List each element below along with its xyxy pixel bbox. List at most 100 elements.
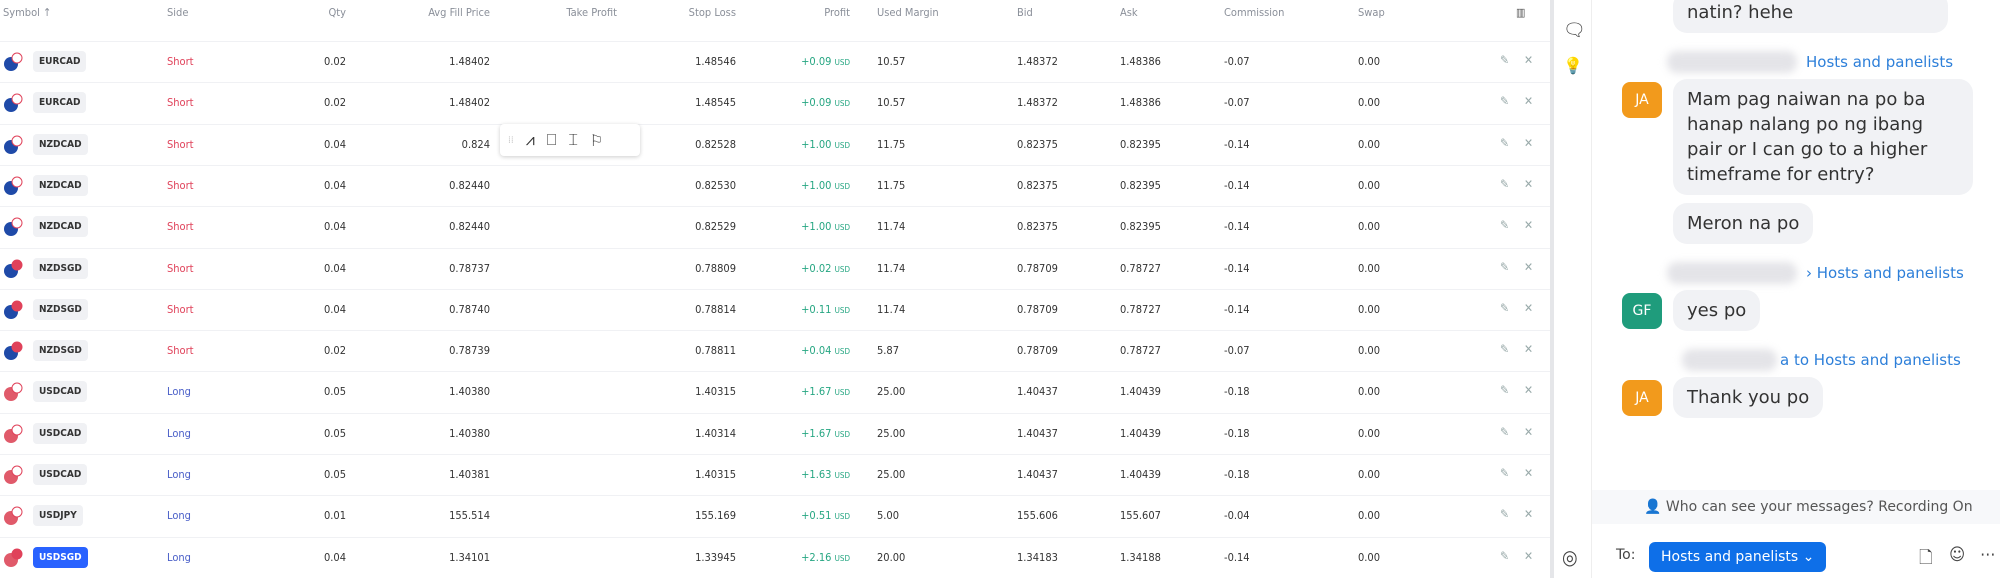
cell-qty: 0.04 [323,178,346,192]
cell-swap: 0.00 [1358,550,1381,564]
header-ask[interactable]: Ask [1120,6,1138,19]
cell-commission: -0.14 [1224,550,1250,564]
header-take-profit[interactable]: Take Profit [566,6,617,19]
table-row[interactable]: NZDCAD Short 0.04 0.82440 0.82530 11.75 0.8237… [0,164,1550,206]
edit-icon[interactable]: ✎ [1500,342,1510,357]
emoji-icon[interactable]: ☺ [1949,545,1965,565]
close-icon[interactable]: ✕ [1524,300,1534,315]
symbol-badge[interactable]: NZDSGD [33,257,88,279]
symbol-badge[interactable]: NZDCAD [33,216,88,238]
message-recipient[interactable]: a to Hosts and panelists [1780,351,1961,369]
table-row[interactable]: NZDSGD Short 0.02 0.78739 0.78811 5.87 0.78709… [0,330,1550,371]
edit-icon[interactable]: ✎ [1500,176,1510,191]
edit-icon[interactable]: ✎ [1500,424,1510,439]
header-commission[interactable]: Commission [1224,6,1285,19]
file-icon[interactable]: 🗋 [1919,548,1933,568]
symbol-badge[interactable]: EURCAD [33,51,87,72]
cell-bid: 1.34183 [1017,550,1058,564]
symbol-badge[interactable]: USDCAD [33,464,88,485]
edit-icon[interactable]: ✎ [1500,507,1510,522]
edit-icon[interactable]: ✎ [1500,53,1510,67]
symbol-badge[interactable]: USDCAD [33,381,88,403]
cell-ask: 1.40439 [1120,468,1161,481]
cell-commission: -0.14 [1224,220,1250,234]
header-stop-loss[interactable]: Stop Loss [688,6,736,19]
header-side[interactable]: Side [167,6,189,19]
table-row[interactable]: USDCAD Long 0.05 1.40380 1.40315 25.00 1.40437… [0,371,1550,412]
table-row[interactable]: USDJPY Long 0.01 155.514 155.169 5.00 155.606 1… [0,495,1550,536]
cell-profit: +0.09 USD [760,55,850,68]
header-bid[interactable]: Bid [1017,6,1033,19]
recipient-dropdown[interactable]: Hosts and panelists ⌄ [1649,542,1827,572]
cell-sl: 1.48546 [695,55,736,68]
symbol-badge[interactable]: NZDSGD [33,340,88,362]
target-icon[interactable]: ◎ [1562,545,1578,569]
symbol-badge[interactable]: NZDSGD [33,298,88,320]
drag-handle-icon[interactable]: ⁞⁞ [508,134,514,146]
edit-icon[interactable]: ✎ [1500,94,1510,109]
symbol-badge[interactable]: EURCAD [33,92,87,114]
table-row[interactable]: EURCAD Short 0.02 1.48402 1.48546 10.57 1.4837… [0,41,1550,82]
table-row[interactable]: USDCAD Long 0.05 1.40380 1.40314 25.00 1.40437… [0,412,1550,454]
edit-icon[interactable]: ✎ [1500,135,1510,150]
header-profit[interactable]: Profit [824,6,850,19]
edit-icon[interactable]: ✎ [1500,259,1510,274]
cell-side: Long [167,385,191,399]
positions-table: Symbol ↑ Side Qty Avg Fill Price Take Pr… [0,6,1550,578]
flag-icon[interactable]: ⚐ [589,130,603,150]
close-icon[interactable]: ✕ [1524,135,1534,150]
columns-settings-icon[interactable]: ▥ [1516,6,1526,19]
header-symbol[interactable]: Symbol ↑ [3,6,52,19]
panel-divider[interactable] [1550,0,1554,578]
symbol-badge[interactable]: USDSGD [33,546,88,568]
table-row[interactable]: NZDCAD Short 0.04 0.824 0.82528 11.75 0.82375 0… [0,123,1550,165]
table-row[interactable]: NZDSGD Short 0.04 0.78740 0.78814 11.74 0.7870… [0,288,1550,330]
edit-icon[interactable]: ✎ [1500,300,1510,315]
callout-icon[interactable]: ⎕ [546,130,557,149]
edit-icon[interactable]: ✎ [1500,383,1510,398]
edit-icon[interactable]: ✎ [1500,466,1510,480]
close-icon[interactable]: ✕ [1524,342,1534,357]
close-icon[interactable]: ✕ [1524,383,1534,398]
header-used-margin[interactable]: Used Margin [877,6,939,19]
table-row[interactable]: NZDCAD Short 0.04 0.82440 0.82529 11.74 0.8237… [0,206,1550,247]
close-icon[interactable]: ✕ [1524,53,1534,67]
header-avg-fill-price[interactable]: Avg Fill Price [428,6,490,19]
recording-notice[interactable]: 👤 Who can see your messages? Recording O… [1592,490,2000,524]
close-icon[interactable]: ✕ [1524,176,1534,191]
table-row[interactable]: EURCAD Short 0.02 1.48402 1.48545 10.57 1.4837… [0,82,1550,123]
close-icon[interactable]: ✕ [1524,507,1534,522]
symbol-badge[interactable]: USDCAD [33,422,88,444]
currency-flag-icon [4,341,23,361]
close-icon[interactable]: ✕ [1524,424,1534,439]
chat-icon[interactable]: 🗨 [1563,20,1586,41]
table-row[interactable]: USDCAD Long 0.05 1.40381 1.40315 25.00 1.40437… [0,454,1550,495]
more-icon[interactable]: ⋯ [1980,545,1996,565]
cell-swap: 0.00 [1358,178,1381,192]
table-row[interactable]: NZDSGD Short 0.04 0.78737 0.78809 11.74 0.7870… [0,247,1550,289]
close-icon[interactable]: ✕ [1524,218,1534,233]
header-swap[interactable]: Swap [1358,6,1385,19]
cell-commission: -0.18 [1224,385,1250,399]
cell-sl: 0.78809 [695,261,736,275]
close-icon[interactable]: ✕ [1524,94,1534,109]
profit-value: +1.67 [801,385,832,399]
edit-icon[interactable]: ✎ [1500,548,1510,563]
close-icon[interactable]: ✕ [1524,548,1534,563]
close-icon[interactable]: ✕ [1524,259,1534,274]
text-cursor-icon[interactable]: ⌶ [568,130,578,149]
lightbulb-icon[interactable]: 💡 [1563,56,1583,75]
close-icon[interactable]: ✕ [1524,466,1534,480]
message-recipient[interactable]: › Hosts and panelists [1806,264,1964,282]
symbol-badge[interactable]: USDJPY [33,505,83,527]
cell-ask: 1.34188 [1120,550,1161,564]
profit-value: +0.02 [801,261,832,275]
trend-line-icon[interactable]: ⩘ [525,130,535,149]
symbol-badge[interactable]: NZDCAD [33,174,88,196]
edit-icon[interactable]: ✎ [1500,218,1510,233]
cell-side: Short [167,344,194,358]
table-row[interactable]: USDSGD Long 0.04 1.34101 1.33945 20.00 1.34183… [0,536,1550,578]
symbol-badge[interactable]: NZDCAD [33,133,88,155]
message-recipient[interactable]: Hosts and panelists [1806,53,1954,71]
header-qty[interactable]: Qty [328,6,346,19]
